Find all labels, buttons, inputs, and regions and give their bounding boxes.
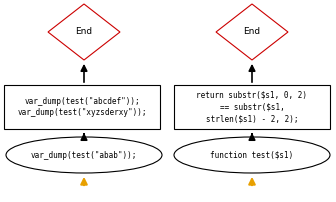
Text: End: End [76, 27, 92, 37]
Ellipse shape [6, 137, 162, 173]
FancyBboxPatch shape [174, 85, 330, 129]
Text: function test($s1): function test($s1) [210, 150, 294, 160]
Ellipse shape [174, 137, 330, 173]
Text: var_dump(test("abcdef"));
var_dump(test("xyzsderxy"));: var_dump(test("abcdef")); var_dump(test(… [17, 97, 147, 117]
Polygon shape [48, 4, 120, 60]
FancyBboxPatch shape [4, 85, 160, 129]
Polygon shape [216, 4, 288, 60]
Text: End: End [244, 27, 260, 37]
Text: var_dump(test("abab"));: var_dump(test("abab")); [31, 150, 137, 160]
Text: return substr($s1, 0, 2)
== substr($s1,
strlen($s1) - 2, 2);: return substr($s1, 0, 2) == substr($s1, … [197, 91, 307, 123]
